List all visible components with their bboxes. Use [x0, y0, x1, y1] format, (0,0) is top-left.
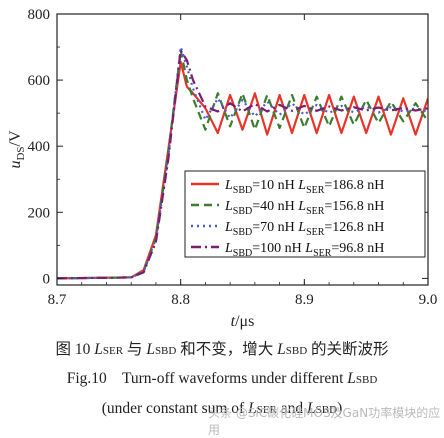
y-tick-label-1: 200: [28, 205, 51, 221]
watermark: 头条 @SiC碳化硅MOS及GaN功率模块的应用: [208, 406, 441, 437]
x-tick-label-2: 8.9: [295, 292, 314, 308]
y-tick-label-3: 600: [28, 73, 51, 89]
caption-cn-l3-sub: SBD: [285, 345, 308, 357]
x-tick-label-0: 8.7: [48, 292, 67, 308]
legend-label-3: LSBD=70 nH LSER=126.8 nH: [224, 220, 384, 238]
caption-en2-l2: L: [307, 400, 316, 417]
caption-en2-prefix: (under constant sum of: [101, 400, 249, 417]
legend-label-4: LSBD=100 nH LSER=96.8 nH: [224, 241, 384, 259]
legend-box: [184, 170, 426, 258]
x-axis-title: t/μs: [231, 313, 255, 330]
x-tick-label-1: 8.8: [171, 292, 190, 308]
caption-cn-l2-sub: SBD: [154, 345, 177, 357]
series-line-2: [57, 49, 428, 280]
caption-cn-mid2: 和不变，增大: [176, 341, 278, 358]
caption-en2-sub1: SER: [256, 404, 277, 416]
legend-label-1: LSBD=10 nH LSER=186.8 nH: [224, 178, 384, 196]
caption-cn-l1-sub: SER: [102, 345, 124, 357]
caption-cn-l3: L: [277, 341, 286, 358]
legend-label-2: LSBD=40 nH LSER=156.8 nH: [224, 199, 384, 217]
caption-en2-sub2: SBD: [315, 404, 338, 416]
caption-en2-end: ): [337, 400, 343, 417]
y-tick-label-4: 800: [28, 7, 51, 23]
x-tick-label-3: 9.0: [419, 292, 438, 308]
caption-en1-l: L: [347, 370, 356, 387]
caption-english-line1: Fig.10 Turn-off waveforms under differen…: [0, 370, 444, 388]
caption-cn-mid: 与: [123, 341, 147, 358]
caption-en1-prefix: Fig.10 Turn-off waveforms under differen…: [66, 370, 348, 387]
series-line-3: [57, 45, 428, 280]
y-axis-title: uDS/V: [7, 130, 27, 169]
series-line-4: [57, 49, 428, 280]
chart: 8.7 8.8 8.9 9.0 0 200 400 600 800 t/μs uDS/V LSBD=1…: [7, 7, 438, 330]
plot-frame: [56, 13, 429, 286]
caption-en1-sub: SBD: [355, 374, 378, 386]
caption-cn-end: 的关断波形: [307, 341, 389, 358]
caption-en2-l1: L: [248, 400, 257, 417]
y-tick-label-0: 0: [43, 271, 51, 287]
caption-en2-and: and: [276, 400, 308, 417]
caption-cn-l2: L: [146, 341, 155, 358]
y-tick-label-2: 400: [28, 139, 51, 155]
caption-cn-prefix: 图 10: [55, 341, 95, 358]
caption-chinese: 图 10 LSER 与 LSBD 和不变，增大 LSBD 的关断波形: [0, 337, 444, 359]
caption-english-line2: (under constant sum of LSER and LSBD): [0, 400, 444, 418]
caption-cn-l1: L: [94, 341, 103, 358]
